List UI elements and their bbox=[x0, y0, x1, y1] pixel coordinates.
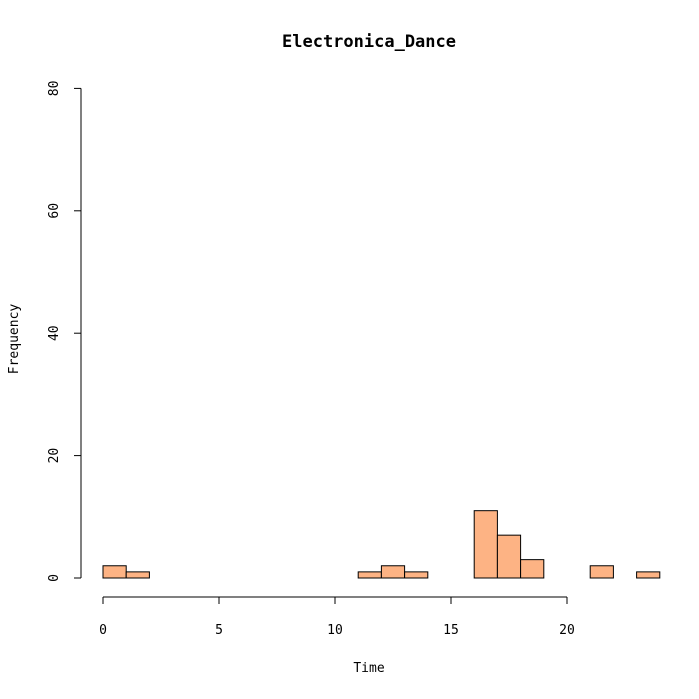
x-axis-label: Time bbox=[353, 661, 384, 676]
y-tick-label: 20 bbox=[47, 448, 62, 464]
histogram-bar-21 bbox=[589, 565, 614, 579]
histogram-bar-1 bbox=[125, 571, 150, 579]
x-tick-label: 15 bbox=[443, 623, 459, 638]
y-axis-label: Frequency bbox=[7, 304, 22, 375]
histogram-bar-13 bbox=[404, 571, 429, 579]
histogram-bars bbox=[102, 510, 661, 579]
histogram-bar-18 bbox=[520, 559, 545, 579]
y-axis: 0 20 40 60 80 bbox=[47, 81, 82, 582]
histogram-bar-17 bbox=[496, 534, 522, 579]
x-tick-label: 5 bbox=[215, 623, 223, 638]
histogram-bar-12 bbox=[380, 565, 406, 579]
x-tick-label: 20 bbox=[559, 623, 575, 638]
y-tick-label: 0 bbox=[47, 574, 62, 582]
y-tick-label: 80 bbox=[47, 81, 62, 97]
y-tick-label: 40 bbox=[47, 325, 62, 341]
x-tick-label: 10 bbox=[327, 623, 343, 638]
y-tick-label: 60 bbox=[47, 203, 62, 219]
histogram-bar-23 bbox=[636, 571, 661, 579]
chart-title: Electronica_Dance bbox=[282, 32, 456, 52]
histogram-bar-11 bbox=[357, 571, 382, 579]
x-tick-label: 0 bbox=[99, 623, 107, 638]
x-axis: 0 5 10 15 20 bbox=[99, 596, 575, 638]
histogram-bar-16 bbox=[473, 510, 498, 579]
histogram-bar-0 bbox=[102, 565, 127, 579]
